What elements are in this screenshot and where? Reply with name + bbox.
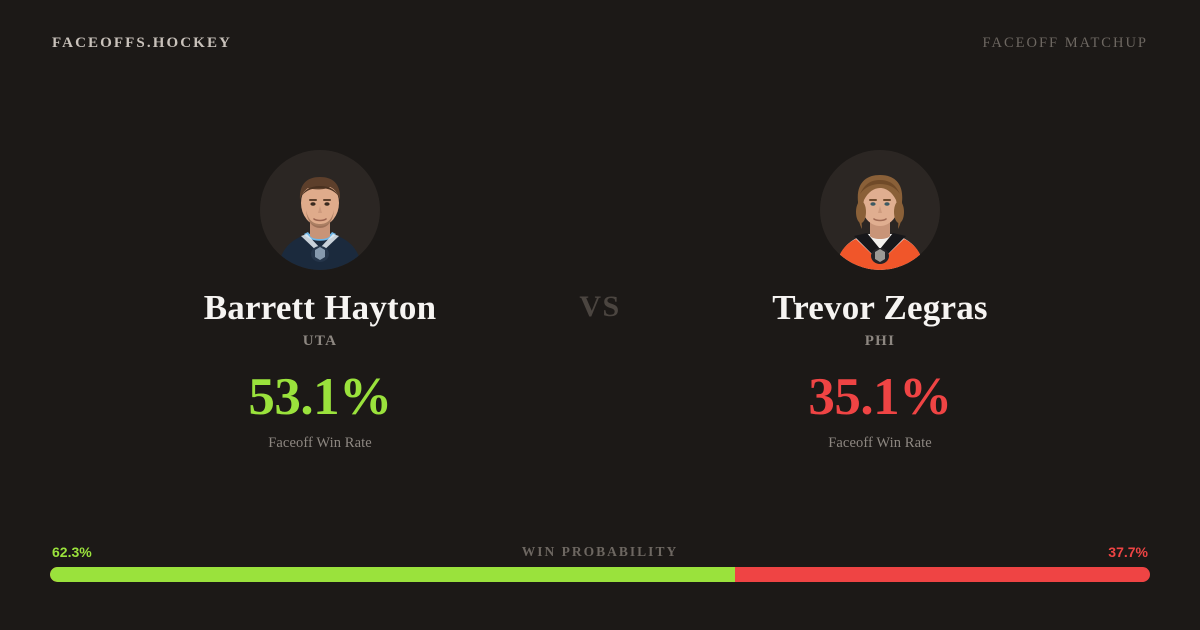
player-faceoff-win-rate-label: Faceoff Win Rate (268, 435, 372, 452)
page-header: FACEOFFS.HOCKEY FACEOFF MATCHUP (0, 0, 1200, 86)
player-faceoff-win-rate: 53.1% (248, 368, 392, 427)
versus-divider: VS (535, 150, 665, 324)
matchup-section: Barrett Hayton UTA 53.1% Faceoff Win Rat… (0, 150, 1200, 480)
win-probability-section: 62.3% WIN PROBABILITY 37.7% (50, 541, 1150, 582)
player-headshot-right (820, 150, 940, 270)
versus-label: VS (579, 290, 621, 323)
player-name: Barrett Hayton (203, 288, 437, 327)
player-name: Trevor Zegras (772, 288, 988, 327)
win-probability-bar-left-fill (50, 567, 736, 582)
win-probability-right-value: 37.7% (1108, 544, 1148, 560)
win-probability-left-value: 62.3% (52, 544, 92, 560)
site-brand[interactable]: FACEOFFS.HOCKEY (52, 34, 232, 51)
win-probability-labels: 62.3% WIN PROBABILITY 37.7% (50, 541, 1150, 563)
page-kicker: FACEOFF MATCHUP (982, 34, 1148, 51)
player-headshot-left (260, 150, 380, 270)
win-probability-bar (50, 567, 1150, 582)
player-team-abbr: UTA (302, 333, 338, 350)
player-faceoff-win-rate-label: Faceoff Win Rate (828, 435, 932, 452)
win-probability-title: WIN PROBABILITY (521, 544, 679, 559)
player-faceoff-win-rate: 35.1% (808, 368, 952, 427)
player-team-abbr: PHI (864, 333, 896, 350)
player-card-left[interactable]: Barrett Hayton UTA 53.1% Faceoff Win Rat… (105, 150, 535, 452)
player-card-right[interactable]: Trevor Zegras PHI 35.1% Faceoff Win Rate (665, 150, 1095, 452)
